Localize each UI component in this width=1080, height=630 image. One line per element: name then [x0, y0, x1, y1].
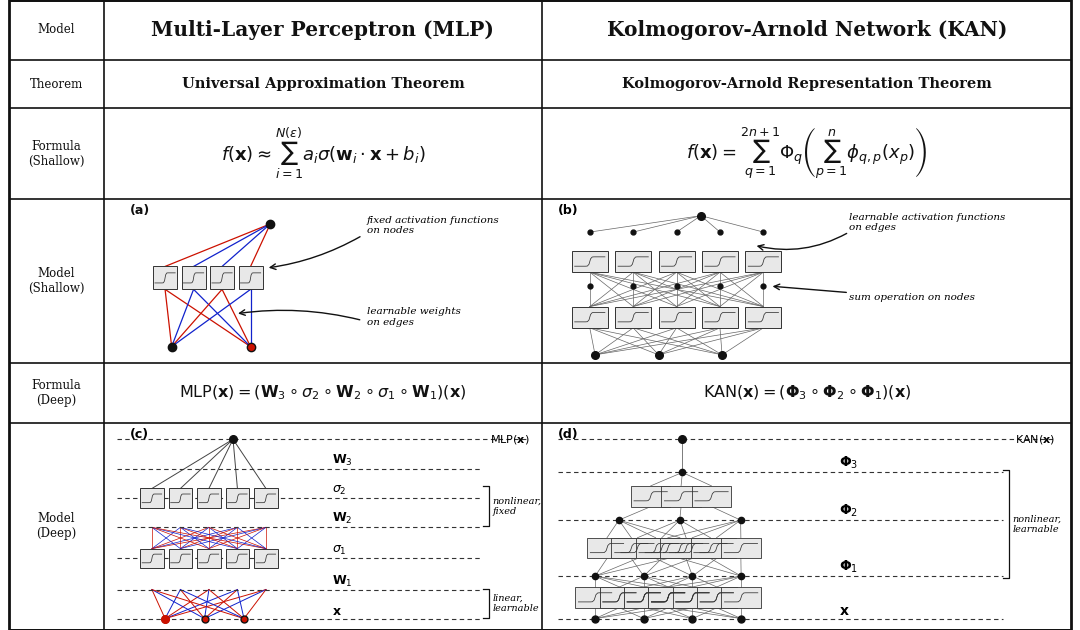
FancyBboxPatch shape: [226, 488, 249, 508]
FancyBboxPatch shape: [631, 486, 671, 507]
FancyBboxPatch shape: [239, 266, 262, 289]
FancyBboxPatch shape: [702, 307, 738, 328]
FancyBboxPatch shape: [571, 307, 608, 328]
Text: learnable activation functions
on edges: learnable activation functions on edges: [849, 212, 1005, 232]
FancyBboxPatch shape: [254, 549, 278, 568]
FancyBboxPatch shape: [721, 587, 761, 608]
FancyBboxPatch shape: [702, 251, 738, 272]
FancyBboxPatch shape: [588, 538, 626, 558]
FancyBboxPatch shape: [721, 538, 760, 558]
FancyBboxPatch shape: [198, 549, 220, 568]
FancyBboxPatch shape: [140, 488, 163, 508]
Text: Multi-Layer Perceptron (MLP): Multi-Layer Perceptron (MLP): [151, 20, 495, 40]
FancyBboxPatch shape: [673, 587, 713, 608]
FancyBboxPatch shape: [198, 488, 220, 508]
FancyBboxPatch shape: [624, 587, 663, 608]
Text: $f(\mathbf{x}) = \sum_{q=1}^{2n+1} \Phi_q \left( \sum_{p=1}^{n} \phi_{q,p}(x_p) : $f(\mathbf{x}) = \sum_{q=1}^{2n+1} \Phi_…: [686, 126, 928, 182]
FancyBboxPatch shape: [697, 587, 737, 608]
Text: $\mathbf{W}_1$: $\mathbf{W}_1$: [332, 573, 352, 588]
Text: $\mathbf{x}$: $\mathbf{x}$: [332, 605, 341, 617]
FancyBboxPatch shape: [576, 587, 615, 608]
FancyBboxPatch shape: [624, 587, 663, 608]
Text: $\sigma_2$: $\sigma_2$: [332, 484, 347, 497]
Text: $\mathrm{KAN}(\mathbf{x})$: $\mathrm{KAN}(\mathbf{x})$: [1015, 433, 1055, 446]
Text: $\mathbf{\Phi}_2$: $\mathbf{\Phi}_2$: [838, 503, 858, 519]
FancyBboxPatch shape: [210, 266, 234, 289]
FancyBboxPatch shape: [254, 488, 278, 508]
FancyBboxPatch shape: [642, 538, 681, 558]
FancyBboxPatch shape: [571, 251, 608, 272]
Text: $\mathrm{MLP}(\mathbf{x}) = (\mathbf{W}_3 \circ \sigma_2 \circ \mathbf{W}_2 \cir: $\mathrm{MLP}(\mathbf{x}) = (\mathbf{W}_…: [179, 384, 467, 402]
FancyBboxPatch shape: [648, 538, 688, 558]
Text: (b): (b): [558, 204, 579, 217]
Text: fixed activation functions
on nodes: fixed activation functions on nodes: [367, 216, 500, 235]
Text: $\mathbf{\Phi}_1$: $\mathbf{\Phi}_1$: [838, 559, 858, 575]
Text: Formula
(Deep): Formula (Deep): [31, 379, 81, 407]
Text: $\mathbf{x}$: $\mathbf{x}$: [838, 604, 849, 617]
Text: $\sigma_1$: $\sigma_1$: [332, 544, 347, 558]
FancyBboxPatch shape: [226, 549, 249, 568]
Text: $\mathbf{W}_3$: $\mathbf{W}_3$: [332, 453, 352, 468]
FancyBboxPatch shape: [168, 488, 192, 508]
Text: (c): (c): [130, 428, 149, 441]
FancyBboxPatch shape: [648, 587, 688, 608]
Text: (d): (d): [558, 428, 579, 441]
Text: $\mathbf{\Phi}_3$: $\mathbf{\Phi}_3$: [838, 455, 858, 471]
Text: linear,
learnable: linear, learnable: [492, 593, 539, 613]
Text: learnable weights
on edges: learnable weights on edges: [367, 307, 461, 327]
FancyBboxPatch shape: [697, 538, 737, 558]
FancyBboxPatch shape: [616, 251, 651, 272]
FancyBboxPatch shape: [624, 587, 663, 608]
FancyBboxPatch shape: [659, 251, 694, 272]
FancyBboxPatch shape: [618, 538, 658, 558]
Text: Kolmogorov-Arnold Representation Theorem: Kolmogorov-Arnold Representation Theorem: [622, 77, 991, 91]
FancyBboxPatch shape: [673, 587, 713, 608]
FancyBboxPatch shape: [648, 587, 688, 608]
Text: nonlinear,
learnable: nonlinear, learnable: [1012, 515, 1062, 534]
FancyBboxPatch shape: [690, 538, 730, 558]
Text: sum operation on nodes: sum operation on nodes: [849, 293, 975, 302]
FancyBboxPatch shape: [616, 307, 651, 328]
Text: Theorem: Theorem: [29, 77, 83, 91]
FancyBboxPatch shape: [153, 266, 177, 289]
FancyBboxPatch shape: [660, 538, 700, 558]
FancyBboxPatch shape: [673, 538, 712, 558]
FancyBboxPatch shape: [673, 587, 713, 608]
Text: $\mathrm{KAN}(\mathbf{x}) = (\mathbf{\Phi}_3 \circ \mathbf{\Phi}_2 \circ \mathbf: $\mathrm{KAN}(\mathbf{x}) = (\mathbf{\Ph…: [703, 384, 910, 402]
FancyBboxPatch shape: [599, 587, 639, 608]
FancyBboxPatch shape: [611, 538, 651, 558]
FancyBboxPatch shape: [745, 251, 781, 272]
FancyBboxPatch shape: [140, 549, 163, 568]
FancyBboxPatch shape: [659, 307, 694, 328]
Text: $\mathrm{MLP}(\mathbf{x})$: $\mathrm{MLP}(\mathbf{x})$: [489, 433, 529, 446]
Text: Formula
(Shallow): Formula (Shallow): [28, 140, 84, 168]
FancyBboxPatch shape: [745, 307, 781, 328]
FancyBboxPatch shape: [697, 587, 737, 608]
Text: Universal Approximation Theorem: Universal Approximation Theorem: [181, 77, 464, 91]
FancyBboxPatch shape: [666, 538, 706, 558]
FancyBboxPatch shape: [168, 549, 192, 568]
Text: $f(\mathbf{x}) \approx \sum_{i=1}^{N(\varepsilon)} a_i\sigma(\mathbf{w}_i \cdot : $f(\mathbf{x}) \approx \sum_{i=1}^{N(\va…: [220, 126, 426, 182]
Text: $\mathbf{W}_2$: $\mathbf{W}_2$: [332, 511, 352, 526]
Text: nonlinear,
fixed: nonlinear, fixed: [492, 496, 542, 516]
FancyBboxPatch shape: [636, 538, 675, 558]
FancyBboxPatch shape: [181, 266, 205, 289]
FancyBboxPatch shape: [648, 587, 688, 608]
FancyBboxPatch shape: [661, 486, 701, 507]
Text: Model
(Deep): Model (Deep): [36, 512, 77, 541]
Text: Model: Model: [38, 23, 75, 37]
FancyBboxPatch shape: [9, 0, 1071, 630]
Text: Model
(Shallow): Model (Shallow): [28, 267, 84, 295]
FancyBboxPatch shape: [599, 587, 639, 608]
Text: Kolmogorov-Arnold Network (KAN): Kolmogorov-Arnold Network (KAN): [607, 20, 1007, 40]
FancyBboxPatch shape: [691, 486, 731, 507]
FancyBboxPatch shape: [648, 587, 688, 608]
Text: (a): (a): [130, 204, 150, 217]
